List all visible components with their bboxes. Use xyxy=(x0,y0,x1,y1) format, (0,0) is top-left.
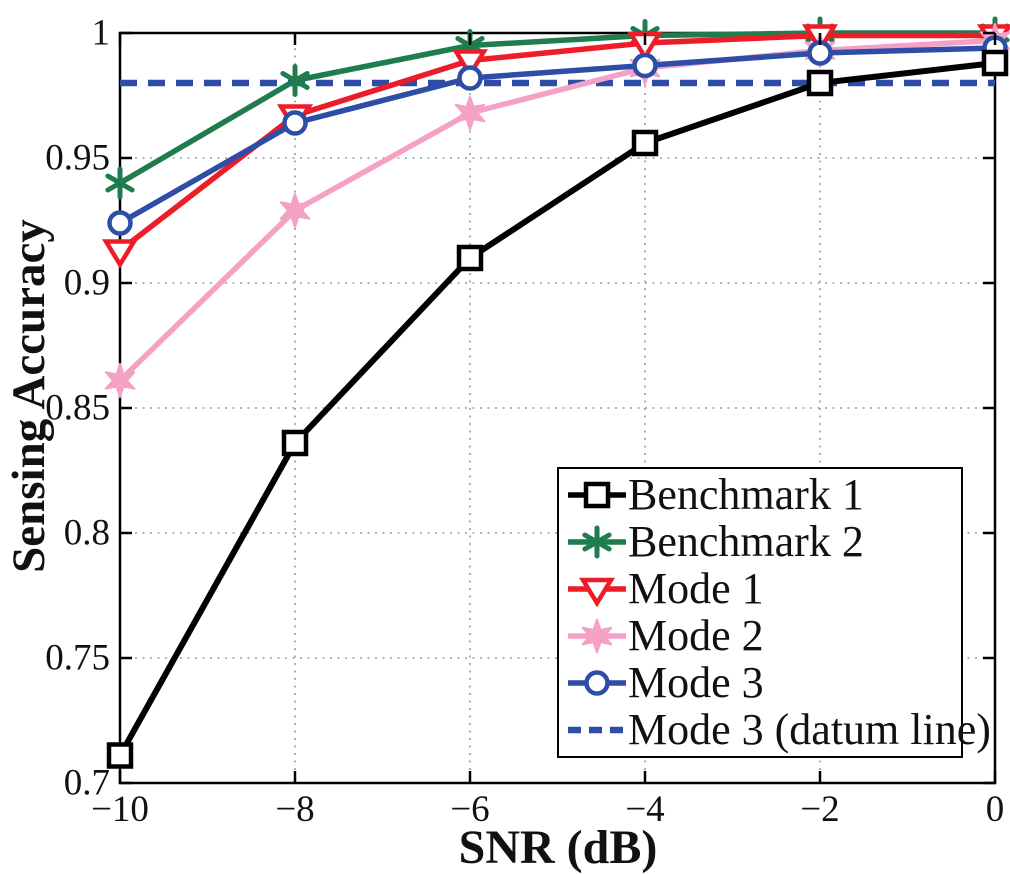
x-axis-label: SNR (dB) xyxy=(458,821,658,874)
legend-sample-mode-2 xyxy=(568,618,626,654)
legend-entry-mode-3-datum-line: Mode 3 (datum line) xyxy=(567,707,991,752)
legend-sample-mode-1 xyxy=(568,577,626,608)
series-benchmark-1 xyxy=(106,49,1009,769)
series-mode-3 xyxy=(107,35,1008,236)
series-line-mode-2 xyxy=(118,37,996,383)
y-tick-label-0.7: 0.7 xyxy=(63,762,110,804)
legend-entry-mode-3: Mode 3 xyxy=(567,657,957,707)
x-tick-label--4: −4 xyxy=(625,789,665,830)
series-line-benchmark-1 xyxy=(117,60,996,757)
x-tick-label--10: −10 xyxy=(91,789,149,830)
legend-label-mode-3-datum-line: Mode 3 (datum line) xyxy=(628,704,991,754)
legend-sample-benchmark-2 xyxy=(568,525,626,559)
series-line-mode-3 xyxy=(118,45,996,226)
legend-label-benchmark-2: Benchmark 2 xyxy=(628,517,864,567)
y-tick-label-0.9: 0.9 xyxy=(63,262,110,304)
y-tick-label-0.8: 0.8 xyxy=(63,512,110,554)
legend-sample-mode-3-datum-line xyxy=(568,726,626,733)
legend-label-mode-2: Mode 2 xyxy=(628,610,764,660)
axis-ticks xyxy=(118,31,997,785)
y-tick-label-0.75: 0.75 xyxy=(45,637,110,679)
legend-entry-benchmark-1: Benchmark 1 xyxy=(567,473,957,517)
y-tick-label-0.95: 0.95 xyxy=(45,137,110,179)
legend: Benchmark 1 Benchmark 2 Mode 1 Mode 2 Mode 3… xyxy=(557,467,991,758)
y-axis-label: Sensing Accuracy xyxy=(3,219,55,573)
legend-label-benchmark-1: Benchmark 1 xyxy=(628,470,864,520)
x-tick-label--2: −2 xyxy=(800,789,840,830)
x-tick-label-0: 0 xyxy=(985,789,1005,830)
legend-sample-benchmark-1 xyxy=(568,482,626,509)
series-line-benchmark-2 xyxy=(118,30,995,186)
x-tick-label--8: −8 xyxy=(275,789,315,830)
series-markers-mode-1 xyxy=(101,24,1010,269)
series-markers-mode-3 xyxy=(107,35,1008,236)
x-tick-label--6: −6 xyxy=(450,789,490,830)
legend-entry-mode-2: Mode 2 xyxy=(567,610,957,660)
legend-entry-benchmark-2: Benchmark 2 xyxy=(567,520,957,564)
y-tick-label-0.85: 0.85 xyxy=(45,387,110,429)
series-markers-benchmark-1 xyxy=(106,49,1009,769)
legend-label-mode-3: Mode 3 xyxy=(628,657,764,707)
y-tick-label-1: 1 xyxy=(91,12,111,54)
series-mode-1 xyxy=(101,24,1010,269)
legend-sample-mode-3 xyxy=(568,669,626,696)
legend-entry-mode-1: Mode 1 xyxy=(567,567,957,611)
series-line-mode-1 xyxy=(118,32,995,253)
legend-label-mode-1: Mode 1 xyxy=(628,564,764,614)
